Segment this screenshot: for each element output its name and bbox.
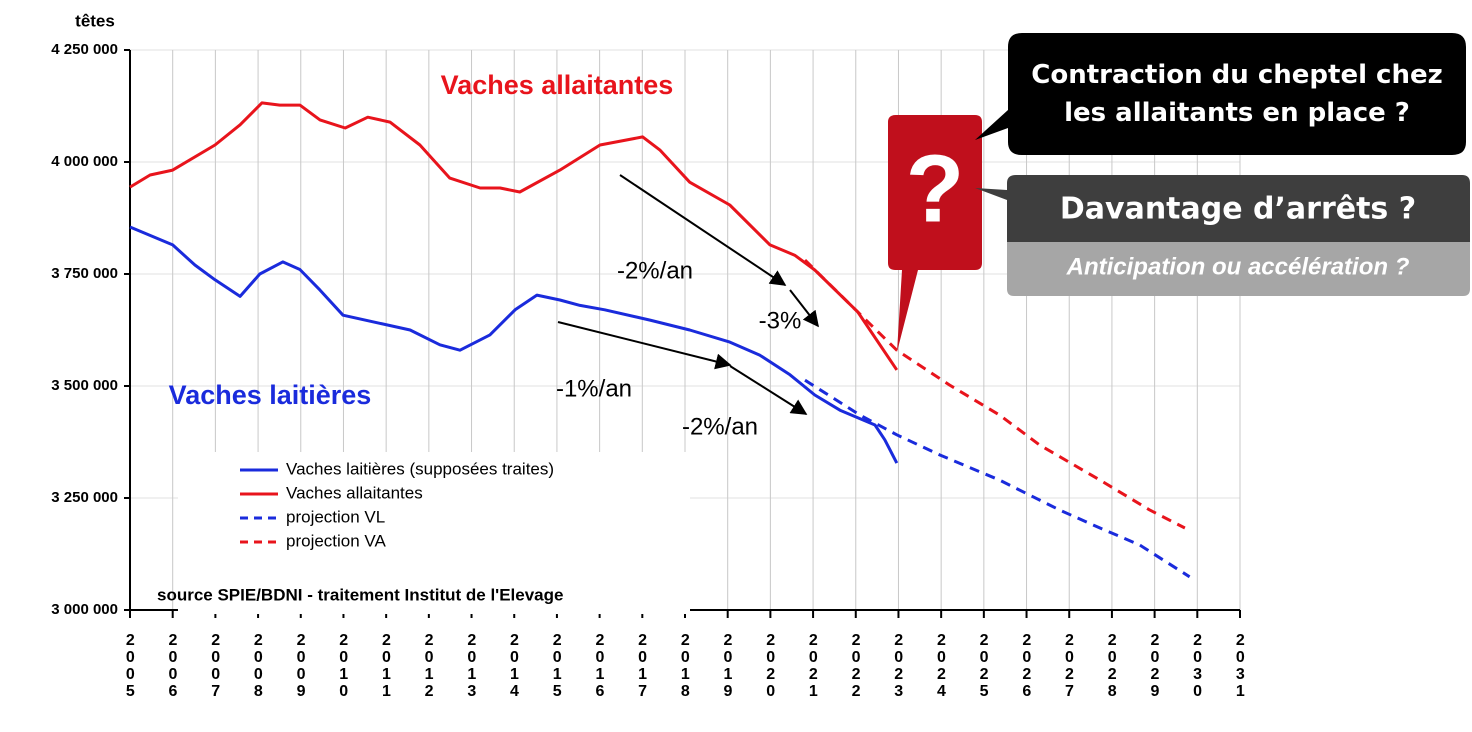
series-label: Vaches allaitantes	[441, 70, 674, 100]
callout-box	[975, 175, 1470, 242]
legend-label: Vaches allaitantes	[286, 483, 423, 502]
x-tick-label: 2023	[890, 632, 907, 700]
x-tick-label: 2015	[549, 632, 566, 700]
x-tick-label: 2021	[805, 632, 822, 700]
trend-arrow	[557, 321, 732, 370]
y-tick-label: 4 250 000	[51, 41, 118, 58]
x-tick-label: 2014	[506, 632, 523, 700]
series-label: Vaches laitières	[169, 380, 372, 410]
x-tick-label: 2030	[1189, 632, 1206, 700]
x-tick-label: 2017	[634, 632, 651, 700]
trend-label: -2%/an	[617, 257, 693, 284]
x-tick-label: 2006	[164, 632, 181, 700]
legend-label: Vaches laitières (supposées traites)	[286, 459, 554, 478]
projection-line	[804, 378, 1191, 579]
y-tick-label: 3 250 000	[51, 489, 118, 506]
x-tick-label: 2009	[293, 632, 310, 700]
series-line	[129, 225, 899, 464]
x-tick-label: 2018	[677, 632, 694, 700]
question-mark: ?	[906, 135, 965, 242]
x-tick-label: 2012	[421, 632, 438, 700]
trend-arrow	[789, 289, 819, 328]
x-tick-label: 2020	[762, 632, 779, 700]
projection-line	[803, 259, 1186, 530]
question-box	[888, 115, 982, 352]
legend-label: projection VL	[286, 507, 385, 526]
x-tick-label: 2019	[719, 632, 736, 700]
x-tick-label: 2011	[378, 632, 395, 700]
grid: 3 000 000 3 250 000 3 500 000 3 750 000 4 00…	[51, 41, 1249, 700]
legend-background	[178, 452, 690, 614]
x-tick-label: 2028	[1104, 632, 1121, 700]
y-axis-label: têtes	[75, 11, 115, 30]
callout-text: Davantage d’arrêts ?	[1060, 192, 1416, 227]
x-tick-label: 2027	[1061, 632, 1078, 700]
trend-label: -1%/an	[556, 375, 632, 402]
trend-arrow	[729, 365, 808, 415]
series-line	[129, 101, 899, 371]
x-tick-label: 2013	[463, 632, 480, 700]
x-tick-label: 2008	[250, 632, 267, 700]
y-tick-label: 4 000 000	[51, 153, 118, 170]
x-tick-label: 2024	[933, 632, 950, 700]
x-tick-label: 2010	[335, 632, 352, 700]
x-tick-label: 2007	[207, 632, 224, 700]
x-tick-label: 2029	[1146, 632, 1163, 700]
y-tick-label: 3 500 000	[51, 377, 118, 394]
trend-arrow	[619, 174, 787, 286]
callout: Contraction du cheptel chez les allaitan…	[1031, 60, 1443, 128]
callout-text: Anticipation ou accélération ?	[1066, 253, 1410, 280]
x-tick-label: 2016	[591, 632, 608, 700]
callout-box	[1007, 242, 1470, 296]
trend-label: -3%	[759, 307, 802, 334]
legend-label: projection VA	[286, 531, 387, 550]
y-tick-label: 3 750 000	[51, 265, 118, 282]
annotations: têtes Vaches allaitantes Vaches laitière…	[75, 11, 1470, 604]
x-tick-label: 2026	[1018, 632, 1035, 700]
callout-box	[975, 33, 1466, 155]
callout-text: Contraction du cheptel chez les allaitan…	[1031, 60, 1443, 128]
x-tick-label: 2031	[1232, 632, 1249, 700]
trend-label: -2%/an	[682, 413, 758, 440]
plot: Vaches laitières (supposées traites) Vach…	[129, 101, 1191, 579]
y-tick-label: 3 000 000	[51, 601, 118, 618]
source-note: source SPIE/BDNI - traitement Institut d…	[157, 585, 563, 604]
x-tick-label: 2005	[122, 632, 139, 700]
x-tick-label: 2022	[848, 632, 865, 700]
x-tick-label: 2025	[976, 632, 993, 700]
